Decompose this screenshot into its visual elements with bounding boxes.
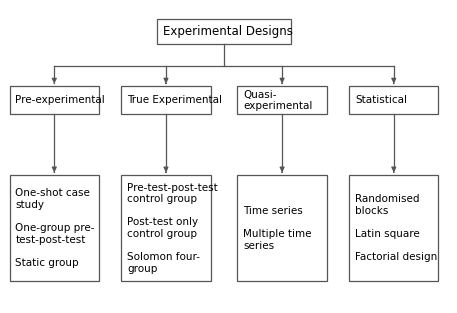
Text: True Experimental: True Experimental: [127, 95, 222, 105]
FancyBboxPatch shape: [121, 175, 211, 281]
FancyBboxPatch shape: [10, 86, 99, 115]
Text: Statistical: Statistical: [355, 95, 407, 105]
Text: Pre-test-post-test
control group

Post-test only
control group

Solomon four-
gr: Pre-test-post-test control group Post-te…: [127, 182, 218, 274]
Text: One-shot case
study

One-group pre-
test-post-test

Static group: One-shot case study One-group pre- test-…: [16, 188, 95, 268]
FancyBboxPatch shape: [238, 175, 327, 281]
Text: Pre-experimental: Pre-experimental: [16, 95, 105, 105]
FancyBboxPatch shape: [157, 19, 291, 44]
Text: Randomised
blocks

Latin square

Factorial design: Randomised blocks Latin square Factorial…: [355, 194, 437, 262]
Text: Quasi-
experimental: Quasi- experimental: [243, 90, 313, 111]
Text: Experimental Designs: Experimental Designs: [163, 25, 293, 38]
FancyBboxPatch shape: [349, 86, 438, 115]
FancyBboxPatch shape: [238, 86, 327, 115]
FancyBboxPatch shape: [349, 175, 438, 281]
FancyBboxPatch shape: [121, 86, 211, 115]
Text: Time series

Multiple time
series: Time series Multiple time series: [243, 206, 312, 251]
FancyBboxPatch shape: [10, 175, 99, 281]
